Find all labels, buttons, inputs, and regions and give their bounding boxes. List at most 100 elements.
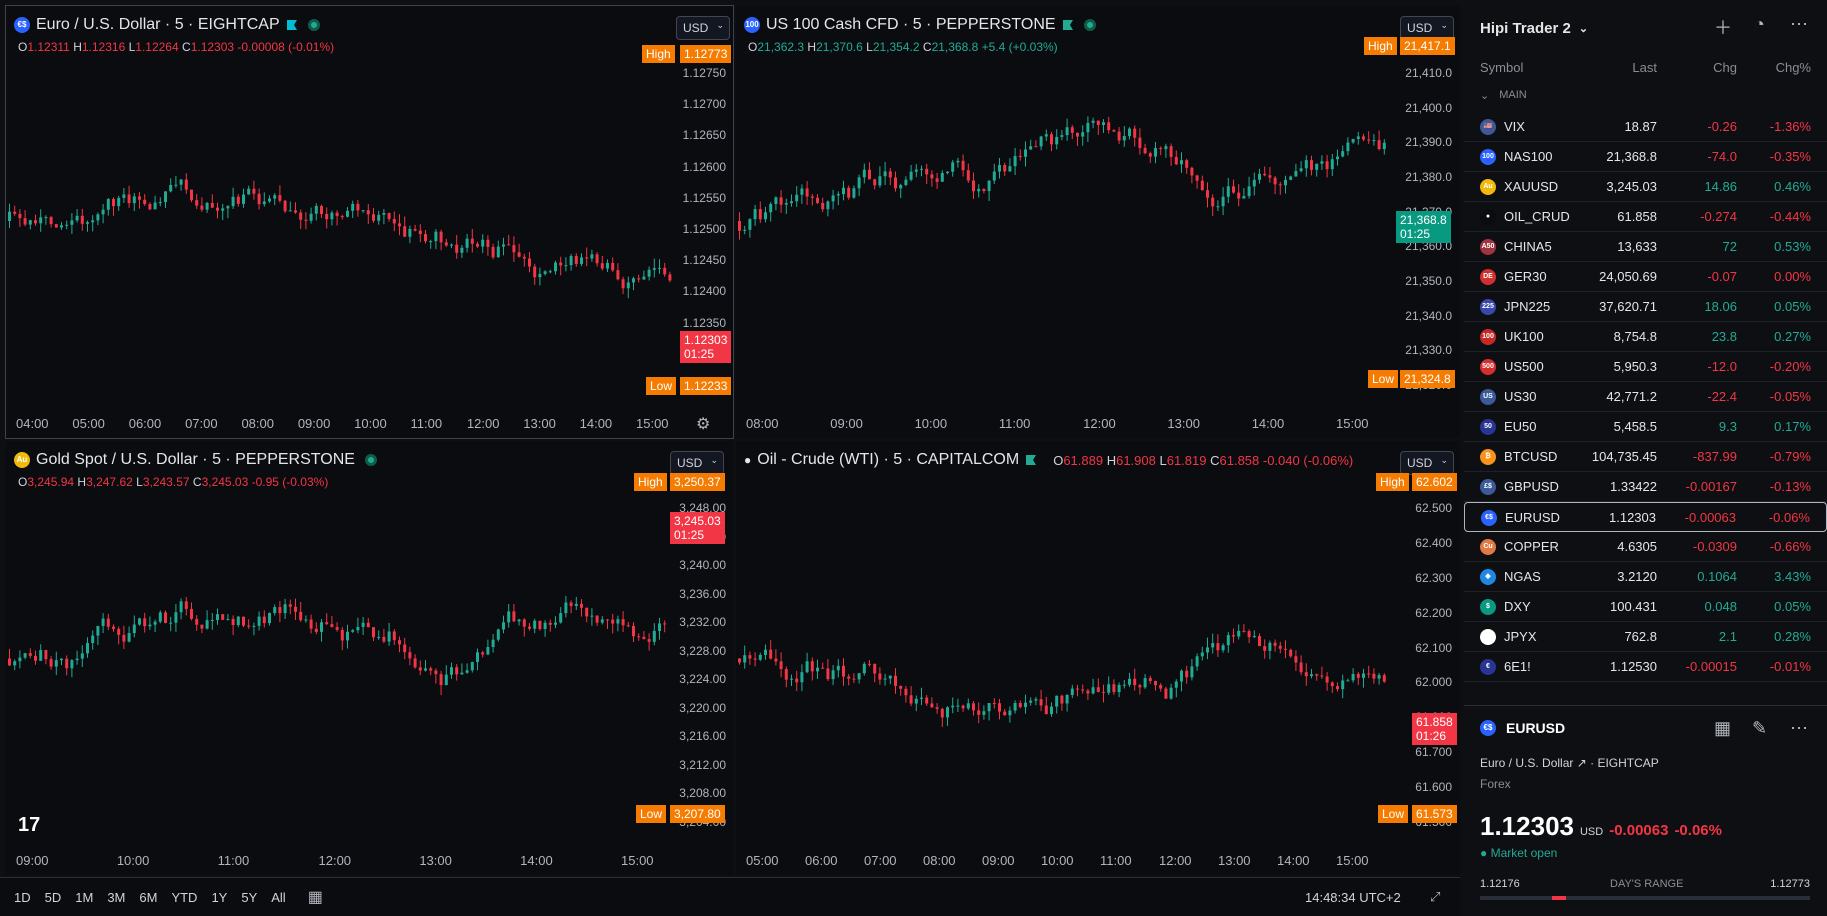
chart-title[interactable]: ● Oil - Crude (WTI) · 5 · CAPITALCOM O61.… — [744, 451, 1353, 469]
watchlist-row[interactable]: 225 JPN225 37,620.71 18.06 0.05% — [1464, 292, 1827, 322]
watchlist-row[interactable]: 100 NAS100 21,368.8 -74.0 -0.35% — [1464, 142, 1827, 172]
candle-body — [444, 674, 448, 686]
fullscreen-icon[interactable]: ⤢ — [1430, 889, 1441, 904]
calendar-icon[interactable]: ▦ — [307, 889, 323, 906]
candle-body — [940, 708, 944, 718]
detail-name[interactable]: Euro / U.S. Dollar — [1480, 756, 1574, 770]
col-symbol[interactable]: Symbol — [1480, 59, 1524, 75]
candle-body — [403, 644, 407, 653]
candle-body — [398, 640, 401, 645]
flag-icon[interactable] — [286, 19, 298, 31]
price-tick: 61.700 — [1415, 745, 1452, 760]
range-3m[interactable]: 3M — [107, 889, 126, 905]
watchlist-row[interactable]: ₿ BTCUSD 104,735.45 -837.99 -0.79% — [1464, 442, 1827, 472]
time-axis[interactable]: 08:00 09:00 10:00 11:00 12:00 13:00 14:00 15:00 — [736, 416, 1386, 436]
watchlist-row[interactable]: Cu COPPER 4.6305 -0.0309 -0.66% — [1464, 532, 1827, 562]
price-tick: 21,330.0 — [1405, 343, 1452, 358]
clock-time[interactable]: 14:48:34 UTC+2 — [1305, 889, 1401, 905]
time-axis[interactable]: 09:00 10:00 11:00 12:00 13:00 14:00 15:00 — [6, 853, 671, 873]
row-last: 1.33422 — [1610, 479, 1657, 494]
range-1m[interactable]: 1M — [75, 889, 94, 905]
candle-body — [784, 203, 788, 205]
high-price-tag: 62.602 — [1412, 473, 1457, 491]
candle-body — [1294, 656, 1298, 663]
candle-body — [753, 658, 757, 660]
chart-title[interactable]: 100 US 100 Cash CFD · 5 · PEPPERSTONE — [744, 16, 1096, 34]
candle-body — [346, 631, 349, 641]
chart-pie-icon[interactable]: ◔ — [1754, 14, 1765, 34]
watchlist-row[interactable]: ● JPYX 762.8 2.1 0.28% — [1464, 622, 1827, 652]
currency-button[interactable]: USD ⌄ — [676, 16, 730, 40]
candle-body — [987, 703, 991, 712]
row-change-percent: -0.06% — [1768, 509, 1810, 525]
chart-title[interactable]: Au Gold Spot / U.S. Dollar · 5 · PEPPERST… — [14, 451, 377, 469]
chart-pane-eurusd[interactable]: €$ Euro / U.S. Dollar · 5 · EIGHTCAP O1.1… — [5, 5, 734, 439]
range-1y[interactable]: 1Y — [211, 889, 228, 905]
add-symbol-icon[interactable]: ＋ — [1714, 18, 1732, 38]
watchlist-row[interactable]: ● OIL_CRUD 61.858 -0.274 -0.44% — [1464, 202, 1827, 232]
candle-body — [216, 614, 219, 621]
external-link-icon[interactable]: ↗ — [1576, 756, 1587, 770]
candle-body — [262, 201, 266, 205]
candle-body — [200, 624, 204, 629]
time-axis[interactable]: 05:00 06:00 07:00 08:00 09:00 10:00 11:00 12:00… — [736, 853, 1386, 873]
range-5d[interactable]: 5D — [44, 889, 62, 905]
range-5y[interactable]: 5Y — [241, 889, 258, 905]
flag-icon[interactable] — [1062, 19, 1074, 31]
col-chgp[interactable]: Chg% — [1775, 59, 1811, 75]
candle-body — [517, 619, 521, 622]
more-options-icon[interactable]: ⋯ — [1790, 718, 1808, 738]
watchlist-row[interactable]: £$ GBPUSD 1.33422 -0.00167 -0.13% — [1464, 472, 1827, 502]
watchlist-row[interactable]: Au XAUUSD 3,245.03 14.86 0.46% — [1464, 172, 1827, 202]
symbol-icon: $ — [1480, 599, 1496, 615]
chart-pane-xauusd[interactable]: Au Gold Spot / U.S. Dollar · 5 · PEPPERST… — [6, 441, 733, 875]
candle-body — [1195, 175, 1199, 181]
range-1d[interactable]: 1D — [14, 889, 31, 905]
candle-body — [278, 607, 282, 614]
watchlist-title[interactable]: Hipi Trader 2 — [1480, 19, 1571, 37]
chevron-down-icon[interactable]: ⌄ — [1578, 22, 1589, 35]
flag-icon[interactable] — [1025, 454, 1037, 466]
candle-body — [652, 268, 656, 270]
time-axis[interactable]: 04:00 05:00 06:00 07:00 08:00 09:00 10:00 11:00… — [6, 416, 686, 436]
col-chg[interactable]: Chg — [1713, 59, 1737, 75]
candle-body — [44, 217, 48, 219]
candle-body — [977, 710, 981, 715]
col-last[interactable]: Last — [1632, 59, 1657, 75]
candles-nas100 — [738, 116, 1386, 240]
more-options-icon[interactable]: ⋯ — [1790, 14, 1808, 34]
watchlist-row[interactable]: ◆ NGAS 3.2120 0.1064 3.43% — [1464, 562, 1827, 592]
last-price-tag: 61.858 01:26 — [1412, 713, 1457, 745]
range-all[interactable]: All — [271, 889, 286, 905]
watchlist-row[interactable]: €$ EURUSD 1.12303 -0.00063 -0.06% — [1464, 502, 1827, 532]
row-last: 104,735.45 — [1591, 449, 1657, 464]
candle-body — [1190, 666, 1194, 678]
candle-body — [1024, 149, 1027, 157]
chart-title[interactable]: €$ Euro / U.S. Dollar · 5 · EIGHTCAP — [14, 16, 320, 34]
watchlist-row[interactable]: US US30 42,771.2 -22.4 -0.05% — [1464, 382, 1827, 412]
detail-symbol[interactable]: EURUSD — [1506, 720, 1566, 736]
watchlist-header[interactable]: Hipi Trader 2 ⌄ — [1464, 0, 1827, 56]
price-axis[interactable]: 1.12750 1.12700 1.12650 1.12600 1.12550 1.125… — [676, 6, 730, 438]
watchlist-row[interactable]: 50 EU50 5,458.5 9.3 0.17% — [1464, 412, 1827, 442]
edit-icon[interactable]: ✎ — [1752, 718, 1768, 738]
candle-body — [216, 207, 219, 211]
candle-body — [800, 188, 804, 195]
watchlist-row[interactable]: 100 UK100 8,754.8 23.8 0.27% — [1464, 322, 1827, 352]
watchlist-row[interactable]: $ DXY 100.431 0.048 0.05% — [1464, 592, 1827, 622]
chart-pane-nas100[interactable]: 100 US 100 Cash CFD · 5 · PEPPERSTONE O21… — [736, 6, 1460, 438]
candle-body — [663, 623, 667, 625]
watchlist-row[interactable]: €6E1! 1.12530 -0.00015 -0.01% — [1464, 652, 1827, 682]
section-header[interactable]: ⌄ MAIN — [1480, 89, 1527, 102]
watchlist-row[interactable]: 500 US500 5,950.3 -12.0 -0.20% — [1464, 352, 1827, 382]
range-6m[interactable]: 6M — [139, 889, 158, 905]
chart-pane-oil[interactable]: ● Oil - Crude (WTI) · 5 · CAPITALCOM O61.… — [736, 441, 1460, 875]
symbol-icon: € — [1480, 659, 1496, 675]
watchlist-row[interactable]: A50 CHINA5 13,633 72 0.53% — [1464, 232, 1827, 262]
watchlist-row[interactable]: 🇺🇸 VIX 18.87 -0.26 -1.36% — [1464, 112, 1827, 142]
watchlist-row[interactable]: DE GER30 24,050.69 -0.07 0.00% — [1464, 262, 1827, 292]
settings-gear-icon[interactable]: ⚙ — [696, 416, 711, 433]
range-ytd[interactable]: YTD — [171, 889, 198, 905]
grid-icon[interactable]: ▦ — [1714, 718, 1732, 738]
candle-body — [268, 613, 271, 624]
